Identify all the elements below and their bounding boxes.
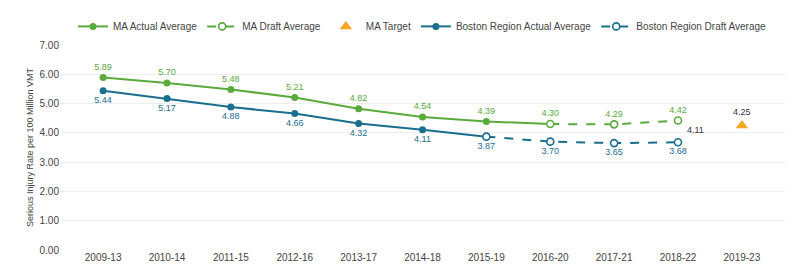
svg-text:5.17: 5.17 — [158, 103, 176, 113]
svg-text:2009-13: 2009-13 — [85, 252, 122, 263]
svg-text:6.00: 6.00 — [40, 69, 60, 80]
svg-text:3.65: 3.65 — [605, 147, 623, 157]
svg-text:3.70: 3.70 — [541, 146, 559, 156]
svg-text:4.54: 4.54 — [414, 101, 432, 111]
svg-text:Boston Region Actual Average: Boston Region Actual Average — [456, 21, 591, 32]
svg-text:4.82: 4.82 — [350, 93, 368, 103]
svg-text:5.70: 5.70 — [158, 67, 176, 77]
svg-text:2016-20: 2016-20 — [532, 252, 569, 263]
svg-text:4.25: 4.25 — [733, 107, 751, 117]
svg-text:2010-14: 2010-14 — [149, 252, 186, 263]
svg-text:3.87: 3.87 — [478, 141, 496, 151]
svg-text:4.66: 4.66 — [286, 118, 304, 128]
svg-text:2.00: 2.00 — [40, 186, 60, 197]
svg-text:Boston Region Draft Average: Boston Region Draft Average — [636, 21, 766, 32]
svg-text:2015-19: 2015-19 — [468, 252, 505, 263]
svg-text:2018-22: 2018-22 — [660, 252, 697, 263]
svg-text:4.00: 4.00 — [40, 127, 60, 138]
svg-text:4.29: 4.29 — [605, 109, 623, 119]
svg-text:4.39: 4.39 — [478, 106, 496, 116]
svg-text:5.44: 5.44 — [94, 95, 112, 105]
svg-text:4.30: 4.30 — [541, 108, 559, 118]
svg-text:MA Draft Average: MA Draft Average — [242, 21, 321, 32]
svg-text:MA Actual Average: MA Actual Average — [113, 21, 197, 32]
svg-text:2017-21: 2017-21 — [596, 252, 633, 263]
svg-text:2019-23: 2019-23 — [724, 252, 761, 263]
svg-text:4.32: 4.32 — [350, 128, 368, 138]
svg-text:5.00: 5.00 — [40, 98, 60, 109]
svg-text:5.89: 5.89 — [94, 62, 112, 72]
svg-text:5.48: 5.48 — [222, 74, 240, 84]
svg-text:2013-17: 2013-17 — [340, 252, 377, 263]
svg-text:4.11: 4.11 — [687, 125, 704, 135]
svg-text:4.88: 4.88 — [222, 111, 240, 121]
svg-text:4.11: 4.11 — [414, 134, 431, 144]
svg-text:2014-18: 2014-18 — [404, 252, 441, 263]
svg-text:MA Target: MA Target — [366, 21, 411, 32]
svg-text:2012-16: 2012-16 — [276, 252, 313, 263]
svg-text:1.00: 1.00 — [40, 215, 60, 226]
svg-text:7.00: 7.00 — [40, 40, 60, 51]
svg-text:5.21: 5.21 — [286, 82, 304, 92]
svg-text:0.00: 0.00 — [40, 245, 60, 256]
svg-text:Serious Injury Rate per 100 Mi: Serious Injury Rate per 100 Million VMT — [25, 67, 35, 227]
svg-text:3.00: 3.00 — [40, 157, 60, 168]
svg-text:2011-15: 2011-15 — [213, 252, 249, 263]
svg-text:3.68: 3.68 — [669, 146, 687, 156]
svg-text:4.42: 4.42 — [669, 105, 687, 115]
